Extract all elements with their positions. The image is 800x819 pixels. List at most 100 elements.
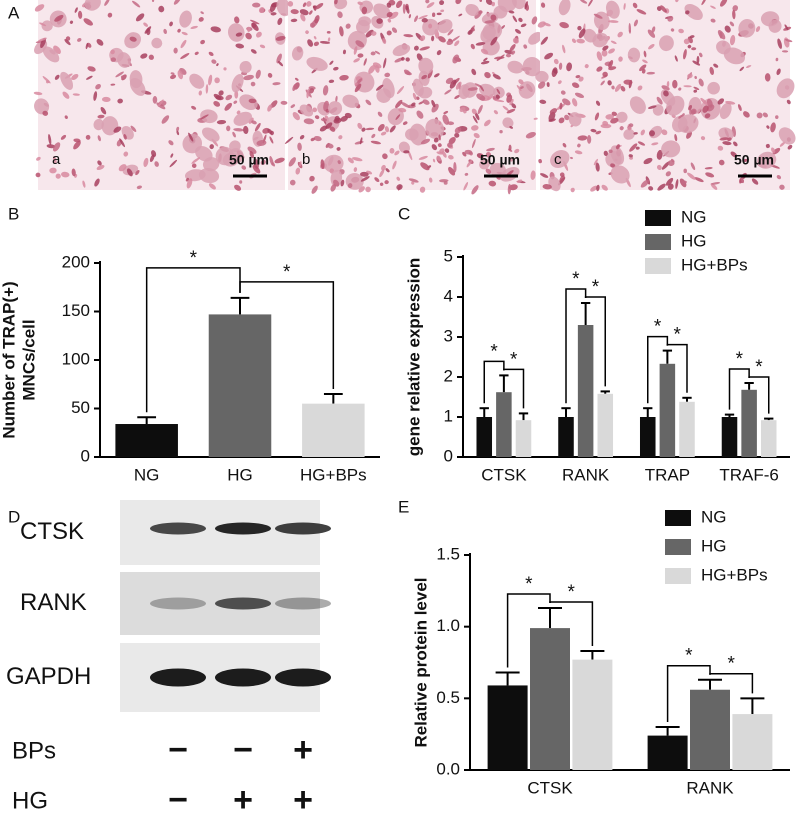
cell [61, 171, 70, 178]
cell [687, 73, 693, 79]
cell [391, 27, 398, 33]
cell [299, 135, 305, 140]
cell [168, 140, 174, 146]
y-tick-label: 0 [81, 446, 90, 465]
x-tick-label: CTSK [481, 465, 527, 484]
cell [618, 56, 623, 62]
cell [330, 184, 336, 192]
cell [33, 91, 43, 96]
cell [550, 150, 570, 168]
cell [675, 0, 679, 3]
cell [335, 95, 338, 103]
cell [340, 179, 345, 187]
cell [692, 60, 701, 66]
cell [408, 14, 412, 19]
legend-label: HG+BPs [701, 565, 768, 584]
cell [739, 66, 745, 72]
cell [718, 127, 734, 141]
cell [642, 59, 648, 64]
cell [742, 158, 749, 162]
cell [614, 83, 622, 92]
cell [558, 80, 562, 85]
cell [386, 30, 392, 36]
cell [110, 83, 116, 86]
cell [476, 93, 486, 101]
cell [629, 143, 638, 152]
significance-label: * [736, 349, 744, 370]
cell [570, 156, 573, 160]
cell [559, 102, 563, 110]
cell [543, 22, 551, 27]
cell [438, 134, 441, 141]
cell [619, 126, 624, 131]
treatment-label: HG [12, 787, 48, 814]
cell [586, 135, 592, 144]
cell [605, 114, 615, 120]
cell [431, 12, 436, 18]
cell [226, 125, 231, 132]
cell [418, 15, 428, 20]
cell [256, 140, 267, 146]
bar [572, 659, 613, 770]
cell [345, 23, 351, 29]
cell [495, 94, 500, 99]
cell [247, 146, 257, 154]
cell [200, 39, 205, 45]
cell [419, 186, 426, 193]
cell [148, 54, 154, 60]
cell [275, 36, 286, 41]
cell [596, 51, 603, 62]
cell [639, 64, 647, 72]
cell [479, 158, 490, 170]
bar [302, 403, 365, 457]
cell [577, 143, 581, 148]
cell [363, 58, 367, 66]
cell [718, 159, 725, 166]
cell [384, 180, 389, 185]
significance-label: * [510, 349, 518, 370]
cell [314, 115, 320, 120]
cell [223, 67, 227, 71]
significance-label: * [685, 646, 693, 667]
cell [339, 74, 349, 81]
cell [592, 32, 609, 48]
cell [518, 79, 524, 85]
cell [611, 111, 618, 117]
cell [447, 142, 453, 148]
cell [627, 47, 641, 63]
cell [73, 140, 81, 150]
cell [704, 113, 711, 119]
cell [292, 83, 297, 92]
cell [471, 108, 477, 115]
cell [762, 112, 768, 118]
significance-label: * [567, 582, 575, 603]
cell [373, 3, 391, 19]
cell [291, 46, 304, 61]
cell [54, 14, 64, 22]
significance-label: * [572, 269, 580, 290]
cell [594, 112, 600, 121]
cell [157, 99, 164, 107]
cell [471, 185, 479, 195]
cell [306, 88, 310, 99]
cell [787, 144, 793, 150]
cell [365, 127, 375, 131]
cell [768, 19, 782, 33]
cell [169, 159, 178, 168]
cell [308, 88, 315, 94]
cell [42, 46, 60, 63]
cell [272, 82, 281, 86]
cell [683, 49, 687, 60]
treatment-sign: + [293, 781, 313, 819]
cell [255, 69, 261, 79]
legend-label: HG [701, 536, 727, 555]
cell [471, 27, 475, 32]
cell [388, 11, 399, 20]
cell [337, 11, 343, 19]
cell [588, 0, 594, 7]
cell [387, 18, 392, 23]
cell [549, 108, 558, 115]
cell [383, 57, 387, 69]
cell [690, 162, 696, 171]
cell [425, 0, 430, 4]
